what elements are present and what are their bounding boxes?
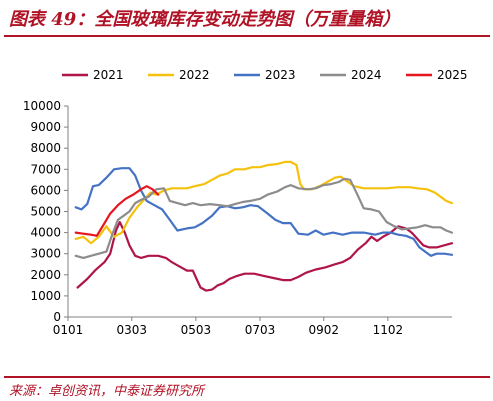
x-tick-label: 0101 <box>53 323 84 337</box>
series-line-2025 <box>74 185 160 237</box>
x-tick-label: 1102 <box>373 323 404 337</box>
y-tick-label: 5000 <box>30 205 61 219</box>
series-line-2024 <box>74 177 454 259</box>
x-tick-label: 0503 <box>181 323 212 337</box>
title-rule <box>4 35 490 37</box>
line-chart: 2021 2022 2023 2024 2025 0 1000 2000 3000 4000 50… <box>23 68 468 337</box>
source-rule <box>4 376 490 378</box>
chart-legend: 2021 2022 2023 2024 2025 <box>62 68 468 82</box>
legend-label-2022: 2022 <box>179 68 210 82</box>
y-tick-label: 3000 <box>30 247 61 261</box>
legend-label-2024: 2024 <box>351 68 382 82</box>
chart-title: 图表 49：全国玻璃库存变动走势图（万重量箱） <box>9 9 401 30</box>
y-axis: 0 1000 2000 3000 4000 5000 6000 7000 8000 9000 100… <box>23 99 69 324</box>
source-note: 来源：卓创资讯，中泰证券研究所 <box>9 384 205 399</box>
legend-label-2021: 2021 <box>93 68 124 82</box>
y-tick-label: 10000 <box>23 99 61 113</box>
legend-label-2023: 2023 <box>265 68 296 82</box>
chart-series <box>74 160 454 292</box>
y-tick-label: 0 <box>53 310 61 324</box>
y-tick-label: 1000 <box>30 289 61 303</box>
series-line-2022 <box>74 160 454 245</box>
x-tick-label: 0303 <box>116 323 147 337</box>
series-line-2021 <box>76 221 454 292</box>
legend-label-2025: 2025 <box>437 68 468 82</box>
y-tick-label: 4000 <box>30 226 61 240</box>
x-tick-label: 0703 <box>245 323 276 337</box>
x-axis: 0101 0303 0503 0703 0902 1102 <box>53 316 452 337</box>
y-tick-label: 6000 <box>30 183 61 197</box>
y-tick-label: 7000 <box>30 162 61 176</box>
y-tick-label: 9000 <box>30 120 61 134</box>
series-line-2023 <box>74 167 454 257</box>
y-tick-label: 8000 <box>30 141 61 155</box>
x-tick-label: 0902 <box>308 323 339 337</box>
y-tick-label: 2000 <box>30 268 61 282</box>
